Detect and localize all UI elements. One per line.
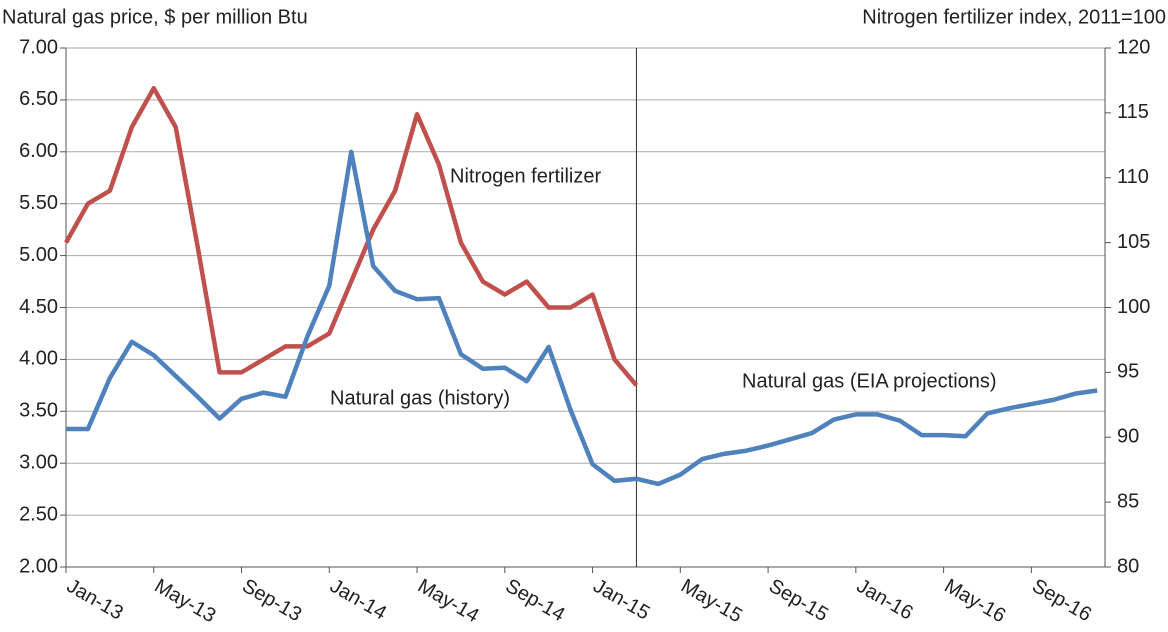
series-line xyxy=(64,85,639,387)
y2-tick-label: 105 xyxy=(1117,231,1150,253)
x-tick-label: Sep-13 xyxy=(238,575,305,626)
series-line xyxy=(635,388,1098,487)
x-tick-label: Jan-16 xyxy=(853,575,917,625)
y2-tick-label: 100 xyxy=(1117,296,1150,318)
x-tick-label: Jan-14 xyxy=(326,575,390,625)
y2-tick-label: 95 xyxy=(1117,361,1139,383)
y2-tick-label: 90 xyxy=(1117,426,1139,448)
y-tick-label: 6.00 xyxy=(19,140,58,162)
y-tick-label: 7.00 xyxy=(19,36,58,58)
y-tick-label: 3.50 xyxy=(19,400,58,422)
x-tick-label: Jan-13 xyxy=(63,575,127,625)
y2-axis-title: Nitrogen fertilizer index, 2011=100 xyxy=(862,6,1166,28)
y2-tick-label: 85 xyxy=(1117,490,1139,512)
y-tick-label: 4.50 xyxy=(19,296,58,318)
y-tick-label: 3.00 xyxy=(19,451,58,473)
x-tick-label: May-14 xyxy=(414,575,483,627)
series-label: Natural gas (history) xyxy=(330,387,510,409)
x-tick-label: Sep-16 xyxy=(1028,575,1095,626)
y2-tick-label: 110 xyxy=(1117,166,1149,188)
y-tick-label: 6.50 xyxy=(19,88,58,110)
y-tick-label: 5.50 xyxy=(19,192,58,214)
y-tick-label: 5.00 xyxy=(19,244,58,266)
y-tick-label: 2.50 xyxy=(19,503,58,525)
y2-tick-label: 80 xyxy=(1117,555,1139,577)
y-tick-label: 2.00 xyxy=(19,555,58,577)
y2-tick-label: 120 xyxy=(1117,36,1150,58)
series-label: Nitrogen fertilizer xyxy=(450,165,602,187)
x-tick-label: Sep-15 xyxy=(765,575,832,626)
y-tick-label: 4.00 xyxy=(19,348,58,370)
x-tick-label: Sep-14 xyxy=(502,575,569,626)
x-tick-label: May-15 xyxy=(677,575,746,627)
x-tick-label: May-16 xyxy=(940,575,1009,627)
y2-tick-label: 115 xyxy=(1117,101,1149,123)
series-label: Natural gas (EIA projections) xyxy=(742,370,997,392)
x-tick-label: Jan-15 xyxy=(589,575,653,625)
x-tick-label: May-13 xyxy=(151,575,220,627)
y-axis-title: Natural gas price, $ per million Btu xyxy=(2,6,308,28)
series-line xyxy=(66,149,637,484)
